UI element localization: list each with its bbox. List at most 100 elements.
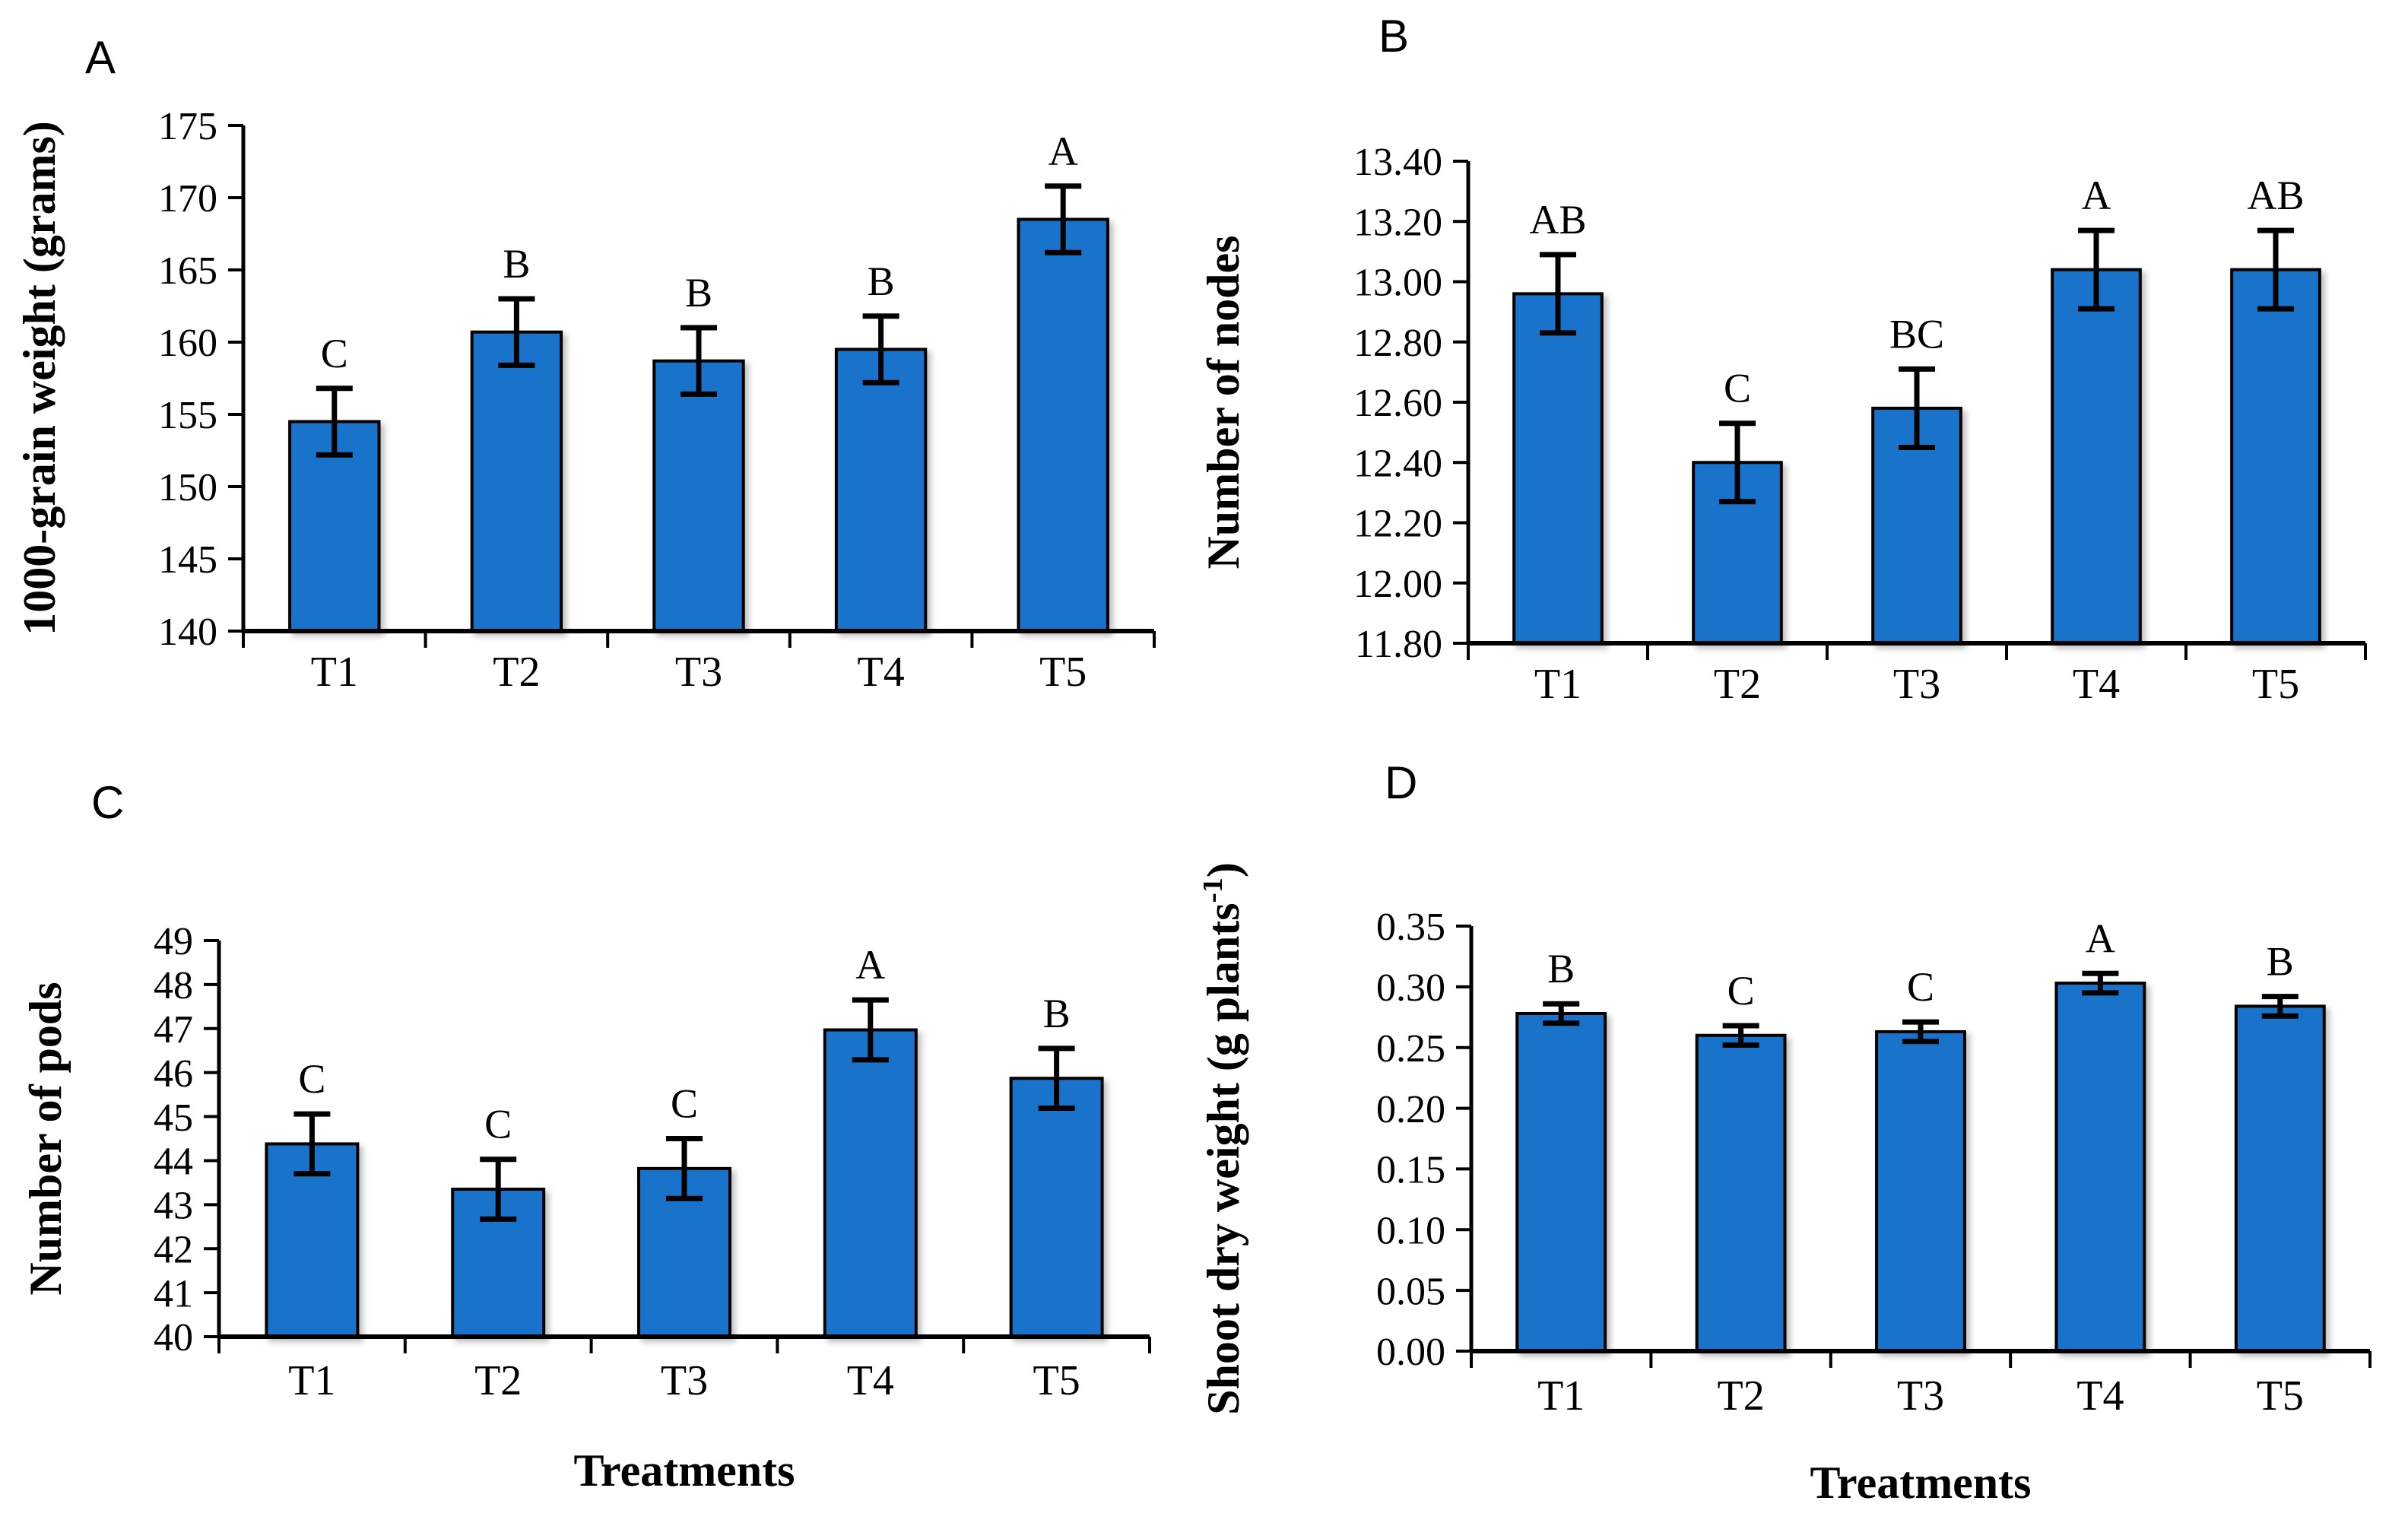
y-tick-label: 12.00 <box>1353 563 1442 606</box>
y-tick-label: 0.35 <box>1376 906 1445 949</box>
y-tick-label: 155 <box>158 394 217 437</box>
y-tick-label: 13.20 <box>1353 201 1442 244</box>
y-tick-label: 46 <box>154 1052 193 1096</box>
y-axis-title: Number of nodes <box>1204 236 1248 569</box>
panel-letter-d: D <box>1385 760 1417 808</box>
sig-letter-T4: A <box>2086 915 2115 961</box>
bar-T4 <box>834 347 928 633</box>
y-tick-label: 42 <box>154 1228 193 1271</box>
panel-a: A 140 145 150 155 160 165 170 175 C T1 B T2 B T3 B T4 A T5… <box>0 0 1204 760</box>
sig-letter-T5: A <box>1049 128 1078 174</box>
y-tick-label: 0.10 <box>1376 1209 1445 1252</box>
y-tick-label: 13.40 <box>1353 141 1442 184</box>
panel-b-chart: B 11.80 12.00 12.20 12.40 12.60 12.80 13.00 13.2… <box>1204 11 2367 708</box>
y-tick-label: 47 <box>154 1008 193 1052</box>
bars-group: C T1 B T2 B T3 B T4 A T5 <box>288 128 1109 696</box>
x-category-label-T5: T5 <box>2257 1372 2304 1420</box>
y-axis-ticks: 11.80 12.00 12.20 12.40 12.60 12.80 13.00 13.20… <box>1353 141 1468 666</box>
y-axis-title: Shoot dry weight (g plants-1) <box>1204 862 1248 1415</box>
x-category-label-T4: T4 <box>847 1357 894 1404</box>
panel-d-chart: D 0.00 0.05 0.10 0.15 0.20 0.25 0.30 0.35 B T1 C T2 C… <box>1204 760 2372 1508</box>
sig-letter-T1: AB <box>1529 197 1586 243</box>
panel-a-chart: A 140 145 150 155 160 165 170 175 C T1 B T2 B T3 B T4 A T5… <box>14 32 1156 696</box>
x-category-label-T3: T3 <box>675 649 722 696</box>
y-axis-title: 1000-grain weight (grams) <box>14 121 65 636</box>
y-tick-label: 165 <box>158 249 217 293</box>
y-tick-label: 12.60 <box>1353 382 1442 425</box>
y-tick-label: 0.05 <box>1376 1270 1445 1313</box>
panel-letter-b: B <box>1378 11 1409 62</box>
y-tick-label: 175 <box>158 105 217 148</box>
y-axis-ticks: 140 145 150 155 160 165 170 175 <box>158 105 243 654</box>
x-category-label-T2: T2 <box>493 649 540 696</box>
panel-letter-c: C <box>91 777 124 828</box>
sig-letter-T2: C <box>1724 366 1751 411</box>
x-axis-title: Treatments <box>1810 1458 2031 1508</box>
y-tick-label: 170 <box>158 177 217 220</box>
y-tick-label: 49 <box>154 920 193 963</box>
x-axis-ticks <box>242 631 1156 648</box>
panel-c: C 40 41 42 43 44 45 46 47 48 49 C T1 C T2 C T3 A T4 B T5 Numb… <box>0 760 1204 1526</box>
x-axis-ticks <box>1470 1351 2372 1368</box>
x-category-label-T1: T1 <box>1537 1372 1585 1420</box>
bar-T4 <box>2054 982 2146 1353</box>
sig-letter-T1: C <box>321 331 348 376</box>
sig-letter-T1: C <box>298 1056 325 1102</box>
y-tick-label: 11.80 <box>1355 623 1442 666</box>
y-tick-label: 12.20 <box>1353 503 1442 546</box>
sig-letter-T2: B <box>503 241 530 287</box>
y-tick-label: 0.00 <box>1376 1331 1445 1374</box>
y-tick-label: 12.80 <box>1353 322 1442 365</box>
sig-letter-T3: BC <box>1889 311 1944 357</box>
y-tick-label: 41 <box>154 1272 193 1315</box>
bars-group: B T1 C T2 C T3 A T4 B T5 <box>1515 915 2326 1420</box>
x-axis-title: Treatments <box>573 1445 795 1496</box>
bar-T4 <box>2051 268 2142 645</box>
x-category-label-T3: T3 <box>1897 1372 1944 1420</box>
sig-letter-T4: A <box>855 942 885 988</box>
sig-letter-T5: AB <box>2247 173 2304 218</box>
bar-T5 <box>1009 1077 1104 1338</box>
x-category-label-T4: T4 <box>2076 1372 2124 1420</box>
y-tick-label: 44 <box>154 1141 193 1184</box>
x-category-label-T3: T3 <box>1893 661 1940 708</box>
panel-letter-a: A <box>85 32 116 83</box>
x-axis-ticks <box>1467 643 2367 660</box>
sig-letter-T4: A <box>2082 173 2111 218</box>
sig-letter-T1: B <box>1547 946 1575 991</box>
bar-T2 <box>1695 1033 1787 1353</box>
sig-letter-T2: C <box>1727 968 1755 1014</box>
x-category-label-T4: T4 <box>857 649 904 696</box>
y-tick-label: 48 <box>154 964 193 1007</box>
bar-T5 <box>2234 1004 2326 1353</box>
x-category-label-T2: T2 <box>1714 661 1761 708</box>
bar-T1 <box>1515 1011 1607 1353</box>
sig-letter-T2: C <box>484 1102 512 1147</box>
bars-group: AB T1 C T2 BC T3 A T4 AB T5 <box>1512 173 2321 708</box>
bar-T5 <box>2230 268 2321 645</box>
x-category-label-T1: T1 <box>311 649 358 696</box>
sig-letter-T3: C <box>671 1081 698 1127</box>
sig-letter-T5: B <box>2267 939 2294 985</box>
y-tick-label: 0.30 <box>1376 966 1445 1010</box>
panel-b: B 11.80 12.00 12.20 12.40 12.60 12.80 13.00 13.2… <box>1204 0 2408 760</box>
x-axis-ticks <box>217 1337 1151 1353</box>
y-tick-label: 40 <box>154 1316 193 1359</box>
x-category-label-T1: T1 <box>1534 661 1582 708</box>
y-tick-label: 13.00 <box>1353 262 1442 305</box>
y-tick-label: 0.15 <box>1376 1149 1445 1192</box>
x-category-label-T2: T2 <box>1717 1372 1764 1420</box>
sig-letter-T3: C <box>1907 964 1934 1010</box>
bar-T1 <box>1512 292 1604 645</box>
bar-T2 <box>470 330 563 633</box>
panel-d: D 0.00 0.05 0.10 0.15 0.20 0.25 0.30 0.35 B T1 C T2 C… <box>1204 760 2408 1526</box>
y-tick-label: 150 <box>158 466 217 509</box>
y-tick-label: 0.25 <box>1376 1027 1445 1071</box>
x-category-label-T5: T5 <box>1033 1357 1080 1404</box>
bar-T4 <box>823 1028 918 1338</box>
x-category-label-T5: T5 <box>1039 649 1087 696</box>
x-category-label-T5: T5 <box>2252 661 2299 708</box>
y-tick-label: 140 <box>158 611 217 654</box>
